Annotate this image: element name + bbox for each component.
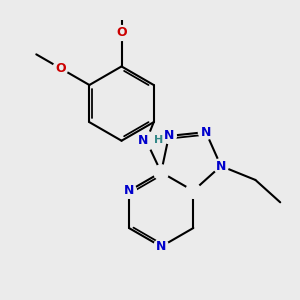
- Text: N: N: [216, 160, 226, 172]
- Circle shape: [122, 183, 136, 198]
- Text: N: N: [137, 134, 148, 147]
- Circle shape: [154, 165, 169, 180]
- Circle shape: [186, 183, 201, 198]
- Circle shape: [214, 159, 228, 173]
- Text: O: O: [55, 62, 66, 75]
- Circle shape: [53, 61, 68, 76]
- Circle shape: [198, 124, 213, 140]
- Text: N: N: [156, 240, 166, 253]
- Circle shape: [137, 131, 156, 150]
- Circle shape: [114, 26, 129, 40]
- Text: N: N: [201, 126, 211, 139]
- Circle shape: [161, 128, 176, 143]
- Circle shape: [154, 239, 169, 254]
- Text: N: N: [164, 130, 174, 142]
- Text: O: O: [116, 26, 127, 40]
- Text: N: N: [124, 184, 134, 197]
- Text: H: H: [154, 135, 164, 145]
- Text: O: O: [117, 0, 126, 1]
